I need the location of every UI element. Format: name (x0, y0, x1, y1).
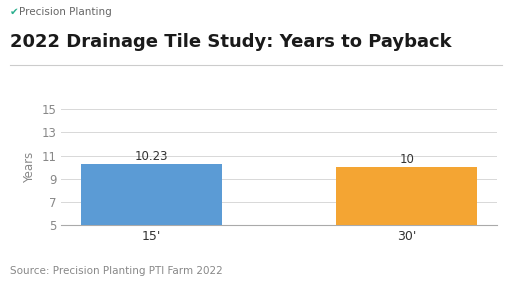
Text: 10.23: 10.23 (135, 150, 168, 164)
Text: Precision Planting: Precision Planting (19, 7, 112, 17)
Text: Source: Precision Planting PTI Farm 2022: Source: Precision Planting PTI Farm 2022 (10, 266, 223, 276)
Y-axis label: Years: Years (23, 151, 36, 183)
Text: 2022 Drainage Tile Study: Years to Payback: 2022 Drainage Tile Study: Years to Payba… (10, 33, 452, 51)
Bar (81, 164, 222, 225)
Bar (336, 167, 477, 225)
Text: 10: 10 (399, 153, 414, 166)
Text: ✔: ✔ (10, 7, 19, 17)
